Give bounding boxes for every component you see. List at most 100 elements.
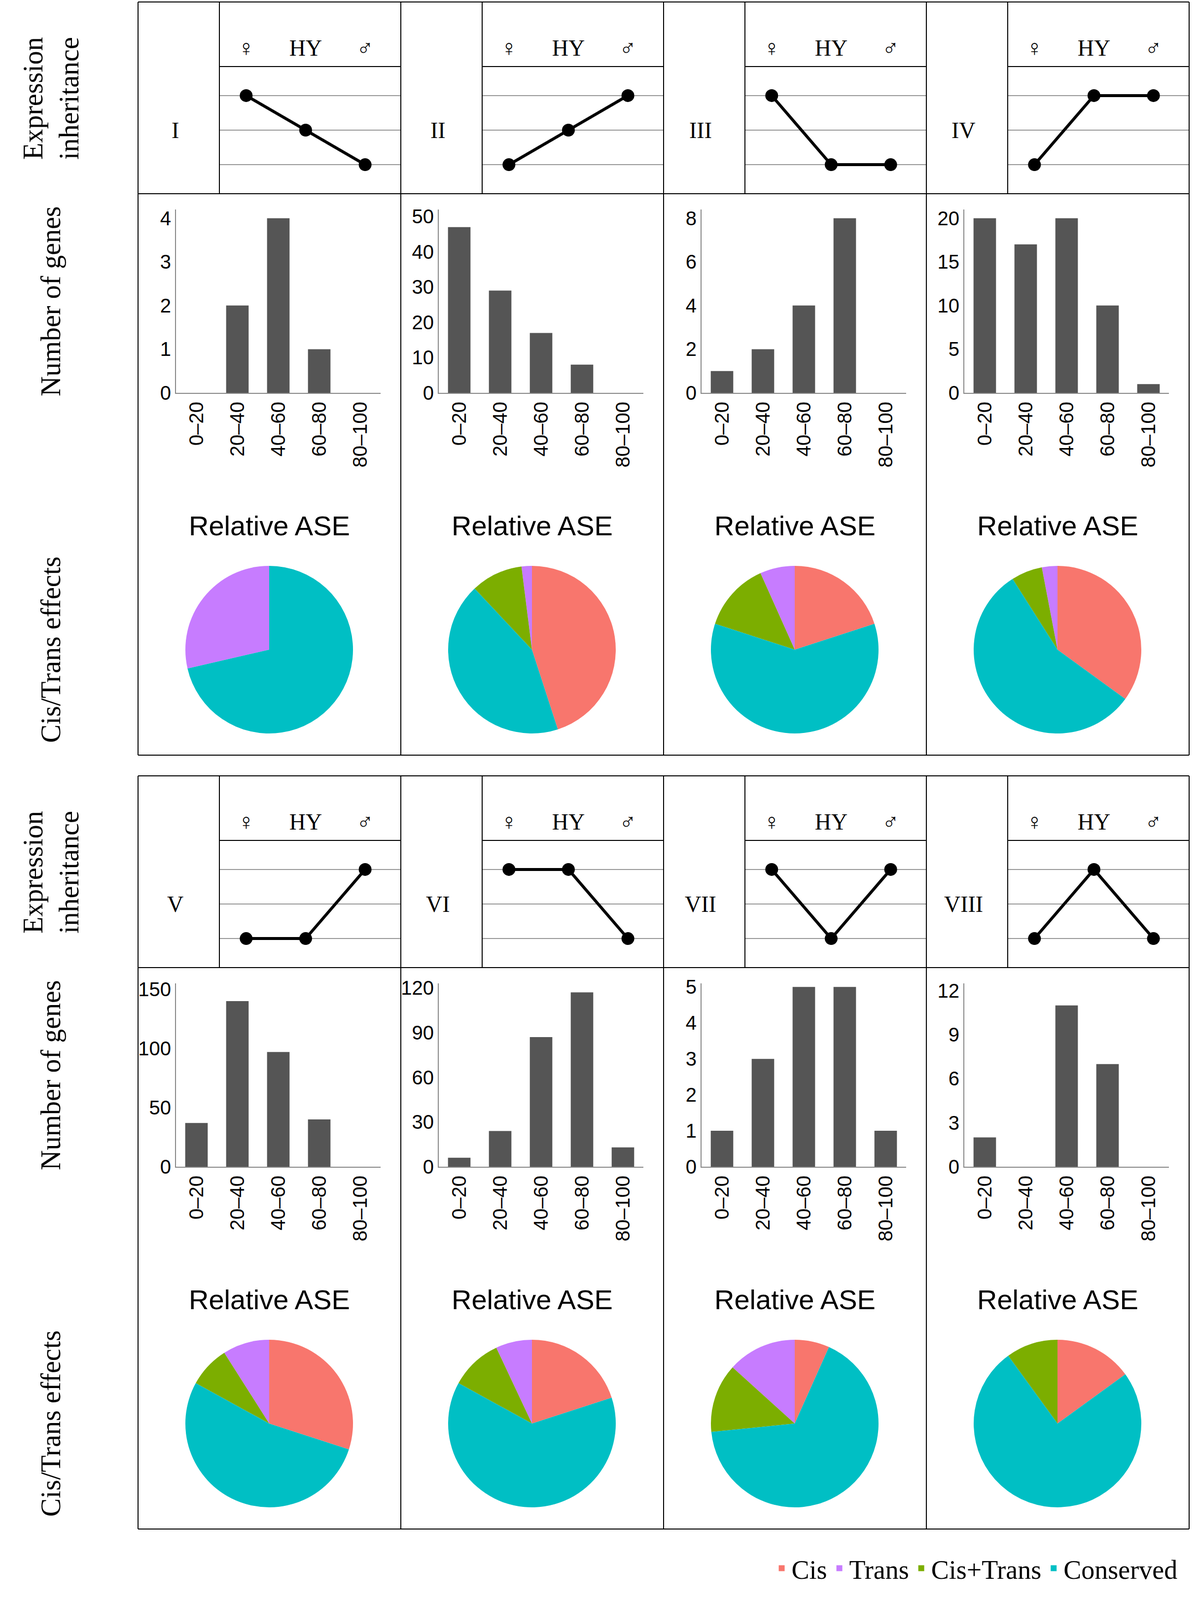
svg-text:80–100: 80–100 <box>349 401 371 468</box>
svg-text:HY: HY <box>289 809 322 835</box>
svg-text:0–20: 0–20 <box>710 1175 733 1220</box>
svg-text:Relative ASE: Relative ASE <box>451 1284 613 1316</box>
svg-text:Cis: Cis <box>791 1555 828 1586</box>
svg-text:30: 30 <box>412 276 435 298</box>
svg-text:HY: HY <box>814 809 848 835</box>
svg-text:Conserved: Conserved <box>1063 1555 1178 1586</box>
svg-text:HY: HY <box>289 35 322 61</box>
svg-text:♂: ♂ <box>1144 809 1163 835</box>
svg-text:60–80: 60–80 <box>1096 1175 1119 1231</box>
svg-text:4: 4 <box>685 294 697 317</box>
svg-text:60–80: 60–80 <box>308 1175 330 1231</box>
svg-text:0–20: 0–20 <box>448 401 470 446</box>
svg-text:80–100: 80–100 <box>349 1175 371 1242</box>
svg-text:♂: ♂ <box>356 35 374 61</box>
svg-text:20–40: 20–40 <box>1014 401 1037 457</box>
svg-text:120: 120 <box>400 977 434 999</box>
svg-text:0: 0 <box>422 1156 434 1178</box>
svg-text:Number of genes: Number of genes <box>35 206 67 397</box>
svg-text:II: II <box>430 117 446 143</box>
svg-text:♂: ♂ <box>619 35 637 61</box>
svg-text:15: 15 <box>937 250 960 273</box>
svg-text:0–20: 0–20 <box>973 401 996 446</box>
svg-text:60–80: 60–80 <box>308 401 330 457</box>
svg-text:10: 10 <box>937 294 960 317</box>
svg-text:0: 0 <box>422 382 434 404</box>
svg-text:50: 50 <box>149 1096 172 1119</box>
svg-text:Cis/Trans effects: Cis/Trans effects <box>35 1330 67 1517</box>
svg-text:3: 3 <box>948 1112 960 1134</box>
svg-text:VI: VI <box>425 891 451 917</box>
svg-text:Relative ASE: Relative ASE <box>188 510 351 542</box>
svg-text:♀: ♀ <box>1025 35 1044 61</box>
svg-text:0–20: 0–20 <box>973 1175 996 1220</box>
svg-text:♀: ♀ <box>500 809 518 835</box>
svg-text:III: III <box>689 117 712 143</box>
svg-text:3: 3 <box>685 1048 697 1070</box>
svg-text:♀: ♀ <box>763 35 781 61</box>
svg-text:80–100: 80–100 <box>874 401 897 468</box>
svg-text:6: 6 <box>948 1067 960 1090</box>
svg-text:♂: ♂ <box>356 809 374 835</box>
svg-text:♀: ♀ <box>237 35 255 61</box>
svg-text:Relative ASE: Relative ASE <box>977 510 1139 542</box>
svg-text:20–40: 20–40 <box>1014 1175 1037 1231</box>
svg-text:Relative ASE: Relative ASE <box>188 1284 351 1316</box>
svg-text:6: 6 <box>685 250 697 273</box>
svg-text:Cis+Trans: Cis+Trans <box>931 1555 1042 1586</box>
svg-text:9: 9 <box>948 1023 960 1046</box>
svg-text:30: 30 <box>412 1111 435 1133</box>
svg-text:HY: HY <box>1077 809 1111 835</box>
svg-text:Relative ASE: Relative ASE <box>714 510 876 542</box>
svg-text:60: 60 <box>412 1066 435 1089</box>
svg-text:1: 1 <box>160 338 172 360</box>
svg-text:2: 2 <box>685 1084 697 1106</box>
svg-text:2: 2 <box>160 294 172 317</box>
svg-text:80–100: 80–100 <box>1137 1175 1160 1242</box>
svg-text:Number of genes: Number of genes <box>35 980 67 1171</box>
svg-text:12: 12 <box>937 980 960 1002</box>
svg-text:IV: IV <box>951 117 976 143</box>
svg-text:60–80: 60–80 <box>570 401 593 457</box>
svg-text:0–20: 0–20 <box>185 1175 208 1220</box>
svg-text:1: 1 <box>685 1120 697 1142</box>
svg-text:40–60: 40–60 <box>792 401 815 457</box>
svg-text:HY: HY <box>1077 35 1111 61</box>
svg-text:♂: ♂ <box>1144 35 1163 61</box>
svg-text:20: 20 <box>937 207 960 230</box>
svg-text:40: 40 <box>412 241 435 263</box>
svg-text:HY: HY <box>814 35 848 61</box>
svg-text:20–40: 20–40 <box>751 1175 774 1231</box>
svg-text:60–80: 60–80 <box>833 1175 856 1231</box>
svg-text:0–20: 0–20 <box>710 401 733 446</box>
svg-text:40–60: 40–60 <box>267 401 289 457</box>
svg-text:5: 5 <box>948 338 960 360</box>
svg-text:60–80: 60–80 <box>570 1175 593 1231</box>
svg-text:0: 0 <box>948 1156 960 1178</box>
svg-text:♂: ♂ <box>881 809 900 835</box>
svg-text:150: 150 <box>138 978 172 1001</box>
svg-text:40–60: 40–60 <box>1055 401 1078 457</box>
svg-text:0: 0 <box>685 1156 697 1178</box>
svg-text:♂: ♂ <box>619 809 637 835</box>
svg-text:♀: ♀ <box>1025 809 1044 835</box>
svg-text:♀: ♀ <box>763 809 781 835</box>
svg-text:40–60: 40–60 <box>529 1175 552 1231</box>
svg-text:Trans: Trans <box>849 1555 910 1586</box>
svg-text:5: 5 <box>685 976 697 998</box>
svg-text:40–60: 40–60 <box>1055 1175 1078 1231</box>
svg-text:40–60: 40–60 <box>792 1175 815 1231</box>
svg-text:0: 0 <box>948 382 960 404</box>
svg-text:4: 4 <box>685 1012 697 1034</box>
svg-text:80–100: 80–100 <box>874 1175 897 1242</box>
svg-text:4: 4 <box>160 207 172 230</box>
svg-text:VII: VII <box>684 891 717 917</box>
svg-text:Expressioninheritance: Expressioninheritance <box>17 36 85 160</box>
svg-text:0–20: 0–20 <box>185 401 208 446</box>
svg-text:80–100: 80–100 <box>611 1175 634 1242</box>
svg-text:20–40: 20–40 <box>489 401 511 457</box>
svg-text:HY: HY <box>552 35 585 61</box>
svg-text:20–40: 20–40 <box>226 401 248 457</box>
svg-text:2: 2 <box>685 338 697 360</box>
svg-text:20–40: 20–40 <box>751 401 774 457</box>
